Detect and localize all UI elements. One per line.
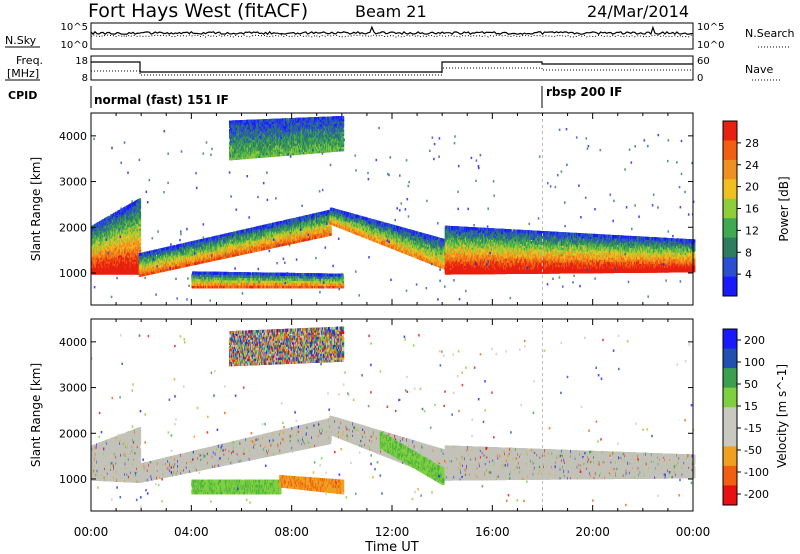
velocity-cbar-tick-4: -15 [744,422,762,435]
y-tick-label-4000: 4000 [59,336,87,349]
power-cbar-tick-12: 12 [745,224,759,237]
velocity-scatter [91,319,696,511]
noise-search-trace [90,34,694,38]
cpid-panel: normal (fast) 151 IF rbsp 200 IF [90,85,622,108]
nsky-label: N.Sky [5,34,37,47]
velocity-panel: 1000 2000 3000 4000 [59,318,696,512]
x-tick-label-3: 12:00 [375,525,410,539]
power-colorbar: 4 8 12 16 20 24 28 [722,120,759,297]
x-tick-label-6: 00:00 [676,525,711,539]
power-scatter [91,113,696,305]
freq-panel: 18 8 60 0 [75,55,710,84]
velocity-y-axis: 1000 2000 3000 4000 [59,336,693,486]
velocity-y-label: Slant Range [km] [29,363,43,467]
power-cbar-tick-24: 24 [745,159,759,172]
power-cbar-tick-20: 20 [745,181,759,194]
x-tick-label-2: 08:00 [274,525,309,539]
cpid-label-normal: normal (fast) 151 IF [94,93,229,107]
power-panel: 1000 2000 3000 4000 [59,112,696,306]
freq-left-tick-high: 18 [75,56,88,67]
velocity-colorbar: 200 100 50 15 -15 -50 -100 -200 [722,328,769,506]
noise-left-tick-low: 10^0 [61,40,88,51]
noise-right-tick-high: 10^5 [697,22,724,33]
date-label: 24/Mar/2014 [587,2,689,21]
y-tick-label-2000: 2000 [59,221,87,234]
power-y-label: Slant Range [km] [29,157,43,261]
freq-left-tick-low: 8 [82,73,88,84]
power-x-axis [90,113,694,305]
nave-right-tick-high: 60 [697,56,710,67]
nave-right-tick-low: 0 [697,73,703,84]
velocity-cbar-tick-2: 50 [744,378,758,391]
cpid-label-rbsp: rbsp 200 IF [546,85,622,99]
nsearch-label: N.Search [745,27,795,40]
velocity-cbar-tick-7: -200 [744,488,769,501]
power-cbar-tick-4: 4 [745,268,752,281]
time-axis-labels: 00:00 04:00 08:00 12:00 16:00 20:00 00:00 [74,525,711,539]
velocity-cbar-tick-0: 200 [744,334,765,347]
velocity-cbar-tick-5: -50 [744,444,762,457]
power-cbar-tick-16: 16 [745,203,759,216]
x-tick-label-5: 20:00 [575,525,610,539]
cpid-label: CPID [8,89,37,102]
velocity-colorbar-label: Velocity [m s^-1] [775,364,789,468]
y-tick-label-2000: 2000 [59,427,87,440]
velocity-x-axis [90,319,694,511]
velocity-cbar-tick-6: -100 [744,466,769,479]
power-cbar-tick-28: 28 [745,137,759,150]
noise-panel: 10^5 10^0 10^5 10^0 [61,22,725,51]
freq-label-line2: [MHz] [7,67,39,80]
power-cbar-tick-8: 8 [745,246,752,259]
velocity-cbar-tick-1: 100 [744,356,765,369]
y-tick-label-3000: 3000 [59,176,87,189]
x-tick-label-1: 04:00 [174,525,209,539]
frequency-trace [91,61,693,73]
noise-right-tick-low: 10^0 [697,40,724,51]
noise-sky-trace [90,25,693,36]
y-tick-label-3000: 3000 [59,382,87,395]
noise-left-tick-high: 10^5 [61,22,88,33]
nave-label: Nave [745,63,773,76]
velocity-cbar-tick-3: 15 [744,400,758,413]
power-y-axis: 1000 2000 3000 4000 [59,130,693,280]
x-tick-label-4: 16:00 [475,525,510,539]
station-title: Fort Hays West (fitACF) [88,0,308,22]
y-tick-label-1000: 1000 [59,473,87,486]
freq-label-line1: Freq. [16,54,43,67]
y-tick-label-1000: 1000 [59,267,87,280]
power-colorbar-label: Power [dB] [777,176,791,241]
x-axis-label: Time UT [364,540,418,554]
beam-label: Beam 21 [355,2,427,21]
x-tick-label-0: 00:00 [74,525,109,539]
y-tick-label-4000: 4000 [59,130,87,143]
